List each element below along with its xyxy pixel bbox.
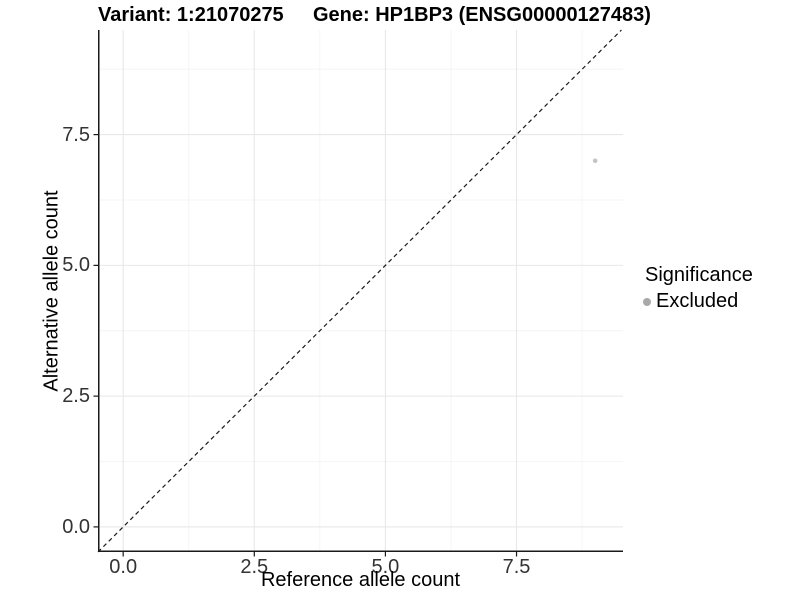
legend-title: Significance xyxy=(645,264,753,286)
y-tick-label: 2.5 xyxy=(62,385,90,408)
x-axis-title: Reference allele count xyxy=(260,569,460,591)
data-point xyxy=(592,158,598,164)
legend-point-icon xyxy=(643,297,651,306)
legend: Significance Excluded xyxy=(643,264,753,313)
x-tick-label: 7.5 xyxy=(502,556,531,578)
x-tick-label: 2.5 xyxy=(240,556,269,578)
y-tick-label: 0.0 xyxy=(62,515,90,538)
y-axis-title: Alternative allele count xyxy=(40,190,63,392)
legend-item-excluded: Excluded xyxy=(643,290,753,313)
scatter-plot-canvas xyxy=(93,29,623,557)
gene-title: Gene: HP1BP3 (ENSG00000127483) xyxy=(313,4,651,26)
variant-title: Variant: 1:21070275 xyxy=(98,4,284,26)
plot-panel xyxy=(93,29,623,557)
x-tick-label: 0.0 xyxy=(109,556,138,578)
y-tick-label: 5.0 xyxy=(62,254,90,277)
identity-line xyxy=(97,29,622,553)
y-tick-label: 7.5 xyxy=(62,123,90,146)
x-tick-label: 5.0 xyxy=(371,556,400,578)
legend-item-label: Excluded xyxy=(656,290,739,312)
